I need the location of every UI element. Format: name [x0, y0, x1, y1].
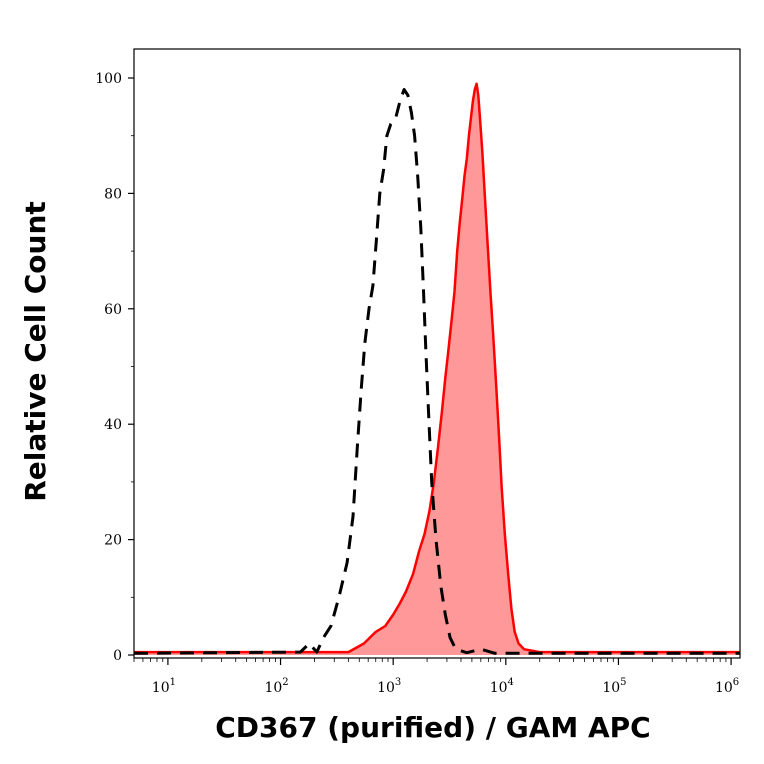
x-axis-title: CD367 (purified) / GAM APC [215, 711, 650, 744]
plot-area [133, 82, 740, 656]
x-tick-label: 103 [377, 677, 401, 696]
y-tick-label: 40 [104, 417, 122, 433]
y-axis-title: Relative Cell Count [19, 201, 52, 502]
plot-frame [133, 48, 741, 659]
y-tick-label: 80 [104, 186, 122, 202]
x-axis: 101 102 103 104 105 106 [133, 658, 739, 696]
x-tick-label: 104 [490, 677, 514, 696]
x-tick-label: 102 [264, 677, 288, 696]
y-tick-label: 20 [104, 533, 122, 549]
y-axis: 0 20 40 60 80 100 [95, 71, 134, 664]
y-tick-label: 60 [104, 302, 122, 318]
y-tick-label: 100 [95, 71, 122, 87]
y-tick-label: 0 [113, 648, 122, 664]
control-histogram-dashed [133, 88, 740, 655]
stained-histogram-outline [134, 82, 740, 654]
x-tick-label: 105 [602, 677, 626, 696]
stained-histogram-fill [134, 83, 740, 656]
x-tick-label: 101 [152, 677, 176, 696]
x-tick-label: 106 [715, 677, 739, 696]
